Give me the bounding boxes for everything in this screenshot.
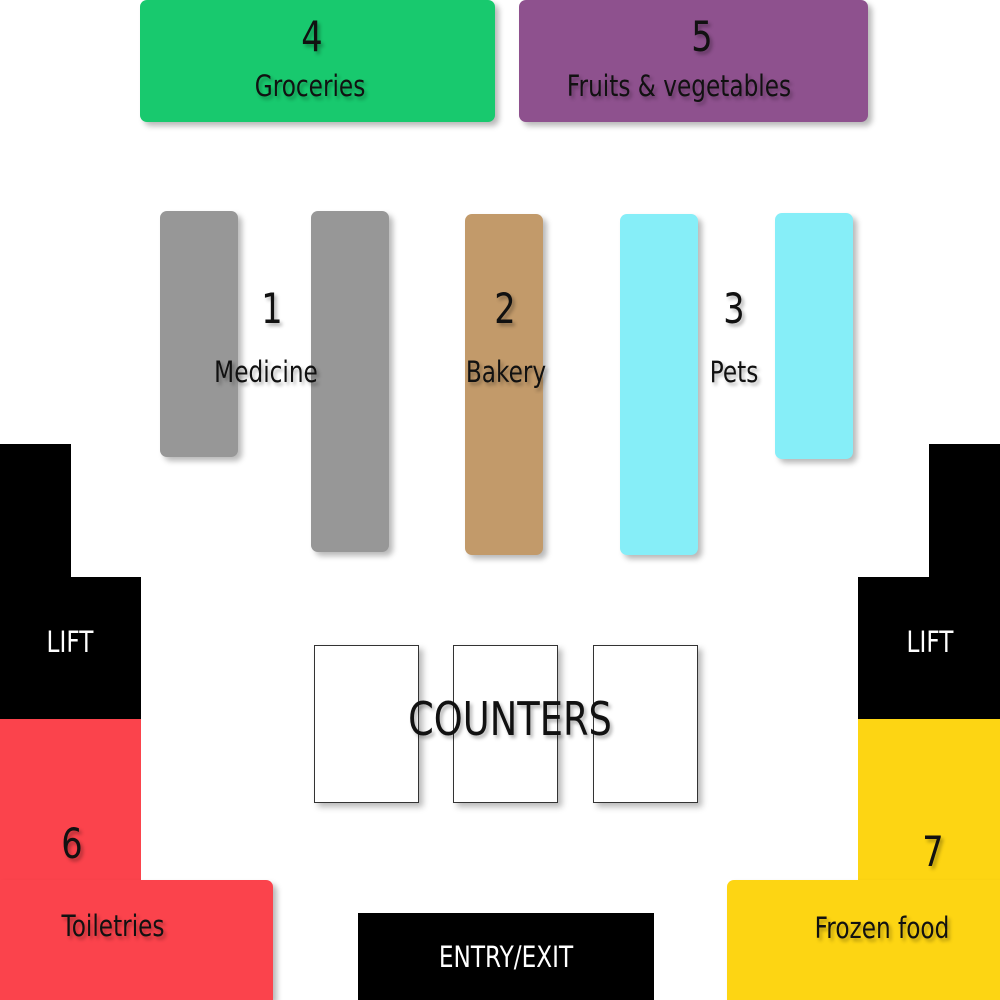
- left-lift-upper: [0, 444, 71, 584]
- toiletries-number: 6: [61, 819, 83, 868]
- groceries-label: Groceries: [254, 69, 366, 103]
- frozen-food-label: Frozen food: [814, 911, 950, 945]
- bakery-label: Bakery: [465, 355, 547, 389]
- medicine-shelf-left: [160, 211, 238, 457]
- frozen-food-number: 7: [922, 827, 944, 876]
- counter-2: [453, 645, 558, 803]
- groceries-section: [140, 0, 495, 122]
- pets-shelf-left: [620, 214, 698, 555]
- medicine-number: 1: [261, 284, 283, 333]
- pets-label: Pets: [709, 355, 759, 389]
- medicine-label: Medicine: [214, 355, 318, 389]
- entry-exit: [358, 913, 654, 1000]
- fruits-vegetables-number: 5: [691, 12, 713, 61]
- frozen-food-section: [727, 880, 1000, 1000]
- counters-label: COUNTERS: [408, 692, 612, 746]
- right-lift-upper: [929, 444, 1000, 584]
- fruits-vegetables-label: Fruits & vegetables: [566, 69, 792, 103]
- pets-number: 3: [723, 284, 745, 333]
- left-lift: [0, 577, 141, 719]
- bakery-shelf: [465, 214, 543, 555]
- toiletries-section: [0, 880, 273, 1000]
- left-lift-label: LIFT: [46, 625, 94, 659]
- bakery-number: 2: [494, 284, 516, 333]
- medicine-shelf-right: [311, 211, 389, 552]
- counter-3: [593, 645, 698, 803]
- toiletries-label: Toiletries: [61, 909, 165, 943]
- counter-1: [314, 645, 419, 803]
- groceries-number: 4: [301, 12, 323, 61]
- entry-exit-label: ENTRY/EXIT: [438, 940, 574, 974]
- right-lift: [858, 577, 1000, 719]
- fruits-vegetables-section: [519, 0, 868, 122]
- pets-shelf-right: [775, 213, 853, 459]
- right-lift-label: LIFT: [906, 625, 954, 659]
